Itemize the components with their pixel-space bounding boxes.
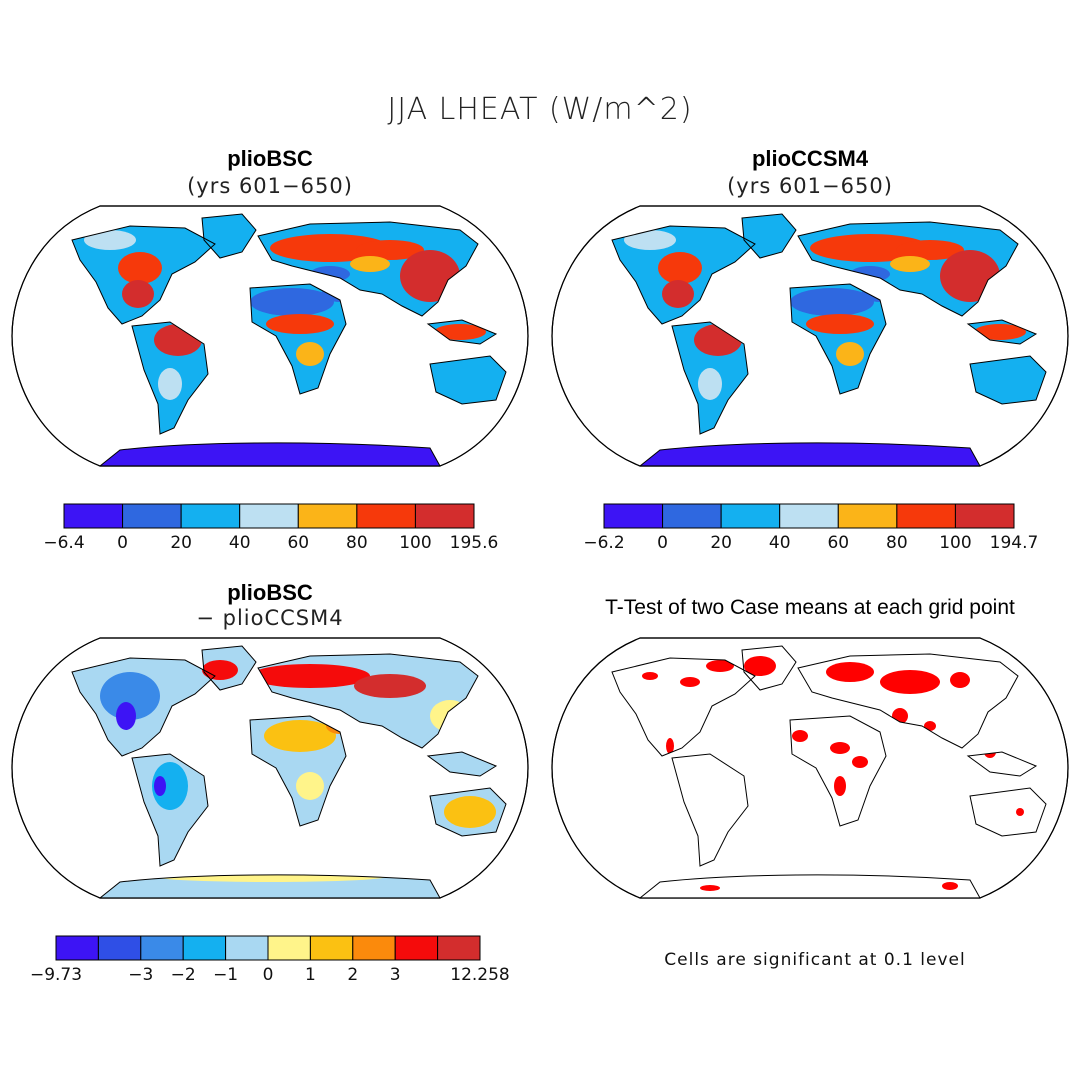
colorbar-tick-label: 194.7 (990, 533, 1039, 553)
colorbar-swatch (603, 503, 664, 529)
colorbar-tick-label: 20 (710, 533, 732, 553)
colorbar-tick-label: −2 (171, 965, 196, 985)
colorbar-tick-label: 3 (390, 965, 401, 985)
colorbar-swatch (309, 935, 354, 961)
colorbar-tick-label: 0 (263, 965, 274, 985)
colorbar-panel-3: −9.73 −3 −2 −1 0 1 2 3 12.258 (30, 935, 510, 985)
colorbar-swatch (437, 935, 481, 961)
colorbar-tick-label: −9.73 (30, 965, 82, 985)
colorbar-swatch (356, 503, 416, 529)
colorbar-panel-1: −6.4 0 20 40 60 80 100 195.6 (43, 503, 499, 553)
colorbar-swatch (97, 935, 142, 961)
colorbar-tick-label: 100 (939, 533, 971, 553)
colorbar-swatch (267, 935, 311, 961)
colorbar-tick-label: 1 (305, 965, 316, 985)
colorbar-tick-label: 60 (827, 533, 849, 553)
colorbar-panel-2: −6.2 0 20 40 60 80 100 194.7 (583, 503, 1039, 553)
colorbar-swatch (779, 503, 839, 529)
colorbar-swatch (896, 503, 956, 529)
colorbar-tick-label: 0 (657, 533, 668, 553)
panel-4-title: T-Test of two Case means at each grid po… (605, 596, 1015, 619)
colorbar-swatch (394, 935, 439, 961)
colorbar-tick-label: −6.4 (43, 533, 84, 553)
colorbar-tick-label: 80 (346, 533, 368, 553)
panel-1-title: plioBSC (227, 146, 313, 171)
colorbar-swatch (55, 935, 99, 961)
panel-1-subtitle: (yrs 601−650) (187, 174, 353, 198)
colorbar-tick-label: 2 (347, 965, 358, 985)
colorbar-swatch (954, 503, 1015, 529)
colorbar-tick-label: −3 (128, 965, 153, 985)
figure-title: JJA LHEAT (W/m^2) (387, 92, 693, 127)
colorbar-swatch (239, 503, 299, 529)
colorbar-tick-label: −6.2 (583, 533, 624, 553)
significance-note: Cells are significant at 0.1 level (664, 950, 966, 970)
colorbar-tick-label: 0 (117, 533, 128, 553)
colorbar-swatch (182, 935, 227, 961)
colorbar-swatch (297, 503, 358, 529)
colorbar-tick-label: 20 (170, 533, 192, 553)
colorbar-tick-label: 12.258 (450, 965, 509, 985)
colorbar-tick-label: 60 (287, 533, 309, 553)
colorbar-swatch (352, 935, 396, 961)
colorbar-tick-label: 40 (769, 533, 791, 553)
colorbar-swatch (662, 503, 722, 529)
colorbar-swatch (225, 935, 269, 961)
map-panel-3 (11, 637, 529, 899)
colorbar-tick-label: −1 (213, 965, 238, 985)
panel-3-subtitle: − plioCCSM4 (196, 606, 344, 630)
map-panel-2 (551, 205, 1069, 467)
colorbar-swatch (837, 503, 898, 529)
colorbar-tick-label: 80 (886, 533, 908, 553)
panel-2-subtitle: (yrs 601−650) (727, 174, 893, 198)
panel-3-title: plioBSC (227, 580, 313, 605)
colorbar-tick-label: 100 (399, 533, 431, 553)
map-panel-1 (11, 205, 529, 467)
map-panel-4 (551, 637, 1069, 899)
colorbar-swatch (414, 503, 475, 529)
colorbar-swatch (720, 503, 781, 529)
colorbar-tick-label: 195.6 (450, 533, 499, 553)
colorbar-swatch (140, 935, 184, 961)
colorbar-swatch (122, 503, 182, 529)
colorbar-tick-label: 40 (229, 533, 251, 553)
panel-2-title: plioCCSM4 (751, 146, 869, 171)
colorbar-swatch (63, 503, 124, 529)
colorbar-swatch (180, 503, 241, 529)
